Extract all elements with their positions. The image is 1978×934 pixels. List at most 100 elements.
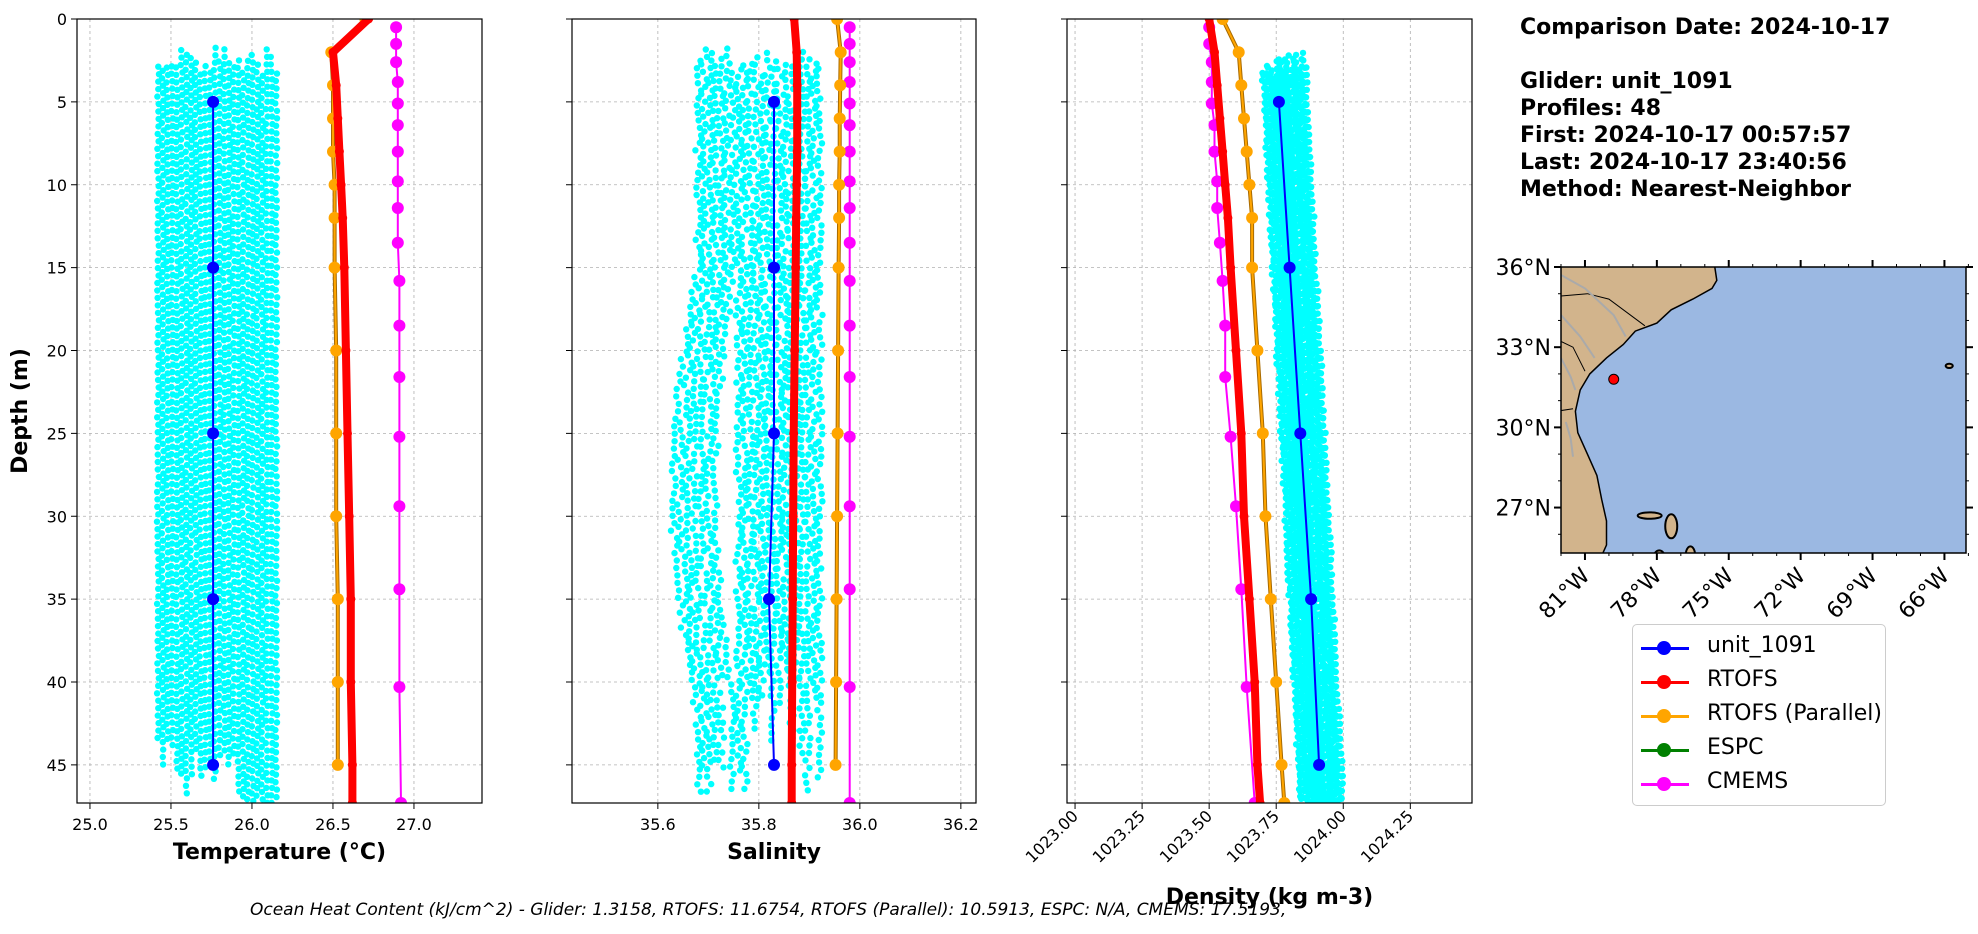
- raw-point: [273, 696, 280, 704]
- raw-point: [173, 601, 180, 608]
- raw-point: [809, 232, 817, 239]
- raw-point: [753, 285, 760, 292]
- raw-point: [154, 734, 161, 742]
- raw-point: [805, 115, 813, 123]
- raw-point: [239, 263, 246, 270]
- raw-point: [777, 207, 785, 214]
- raw-point: [712, 450, 720, 457]
- raw-point: [230, 153, 237, 160]
- raw-point: [795, 623, 803, 630]
- raw-point: [154, 294, 161, 302]
- raw-point: [751, 576, 758, 583]
- raw-point: [230, 690, 237, 697]
- raw-point: [735, 498, 742, 506]
- raw-point: [230, 295, 238, 302]
- raw-point: [239, 226, 247, 233]
- raw-point: [761, 625, 768, 632]
- raw-point: [767, 379, 775, 386]
- data-point-rtofs: [788, 594, 798, 604]
- raw-point: [163, 556, 171, 563]
- raw-point: [800, 369, 808, 376]
- raw-point: [699, 255, 706, 262]
- raw-point: [207, 300, 214, 308]
- raw-point: [168, 659, 175, 667]
- raw-point: [773, 610, 780, 617]
- raw-point: [774, 65, 781, 73]
- raw-point: [701, 391, 708, 398]
- raw-point: [813, 557, 821, 565]
- raw-point: [272, 629, 280, 637]
- raw-point: [691, 435, 698, 443]
- raw-point: [273, 174, 281, 182]
- raw-point: [817, 95, 824, 102]
- raw-point: [154, 660, 161, 667]
- raw-point: [801, 376, 809, 384]
- raw-point: [692, 577, 699, 584]
- raw-point: [182, 215, 189, 223]
- raw-point: [173, 713, 181, 720]
- raw-point: [201, 644, 208, 651]
- raw-point: [734, 304, 741, 312]
- raw-point: [763, 213, 770, 221]
- raw-point: [187, 450, 194, 457]
- raw-point: [697, 788, 705, 795]
- raw-point: [773, 662, 780, 669]
- raw-point: [755, 252, 763, 259]
- raw-point: [254, 650, 261, 658]
- data-point-cmems: [391, 145, 404, 158]
- raw-point: [815, 207, 823, 214]
- raw-point: [697, 311, 704, 318]
- raw-point: [249, 245, 256, 253]
- raw-point: [235, 57, 243, 64]
- data-point-cmems: [393, 681, 406, 693]
- raw-point: [202, 525, 210, 532]
- raw-point: [803, 414, 811, 421]
- raw-point: [225, 679, 232, 686]
- raw-point: [239, 256, 246, 263]
- raw-point: [752, 628, 760, 635]
- raw-point: [169, 413, 176, 420]
- raw-point: [748, 224, 756, 232]
- raw-point: [800, 645, 808, 652]
- raw-point: [164, 153, 171, 161]
- raw-point: [268, 784, 276, 792]
- raw-point: [182, 581, 189, 588]
- raw-point: [711, 144, 719, 152]
- raw-point: [225, 477, 232, 485]
- raw-point: [761, 415, 768, 422]
- raw-point: [671, 438, 678, 445]
- raw-point: [781, 352, 788, 359]
- raw-point: [803, 779, 810, 786]
- raw-point: [804, 705, 811, 712]
- raw-point: [154, 414, 161, 421]
- raw-point: [201, 599, 208, 607]
- raw-point: [158, 119, 166, 127]
- raw-point: [236, 385, 243, 392]
- raw-point: [816, 550, 824, 557]
- raw-point: [159, 306, 167, 313]
- raw-point: [706, 751, 713, 758]
- series-cmems: [390, 21, 407, 803]
- raw-point: [781, 337, 788, 345]
- raw-point: [811, 448, 818, 455]
- raw-point: [191, 514, 199, 521]
- raw-point: [684, 504, 691, 512]
- raw-point: [267, 247, 275, 255]
- raw-point: [758, 580, 765, 587]
- raw-point: [244, 370, 252, 378]
- raw-point: [738, 491, 745, 498]
- raw-point: [710, 309, 718, 316]
- raw-point: [728, 166, 735, 174]
- raw-point: [671, 430, 678, 437]
- raw-point: [784, 294, 791, 301]
- raw-point: [163, 601, 170, 608]
- raw-point: [768, 73, 775, 80]
- raw-point: [750, 330, 757, 337]
- raw-point: [267, 158, 274, 165]
- data-point-unit-1091: [207, 427, 220, 440]
- y-tick-label: 15: [47, 259, 67, 278]
- raw-point: [817, 692, 824, 699]
- raw-point: [688, 322, 695, 329]
- raw-point: [230, 384, 237, 392]
- raw-point: [689, 657, 696, 665]
